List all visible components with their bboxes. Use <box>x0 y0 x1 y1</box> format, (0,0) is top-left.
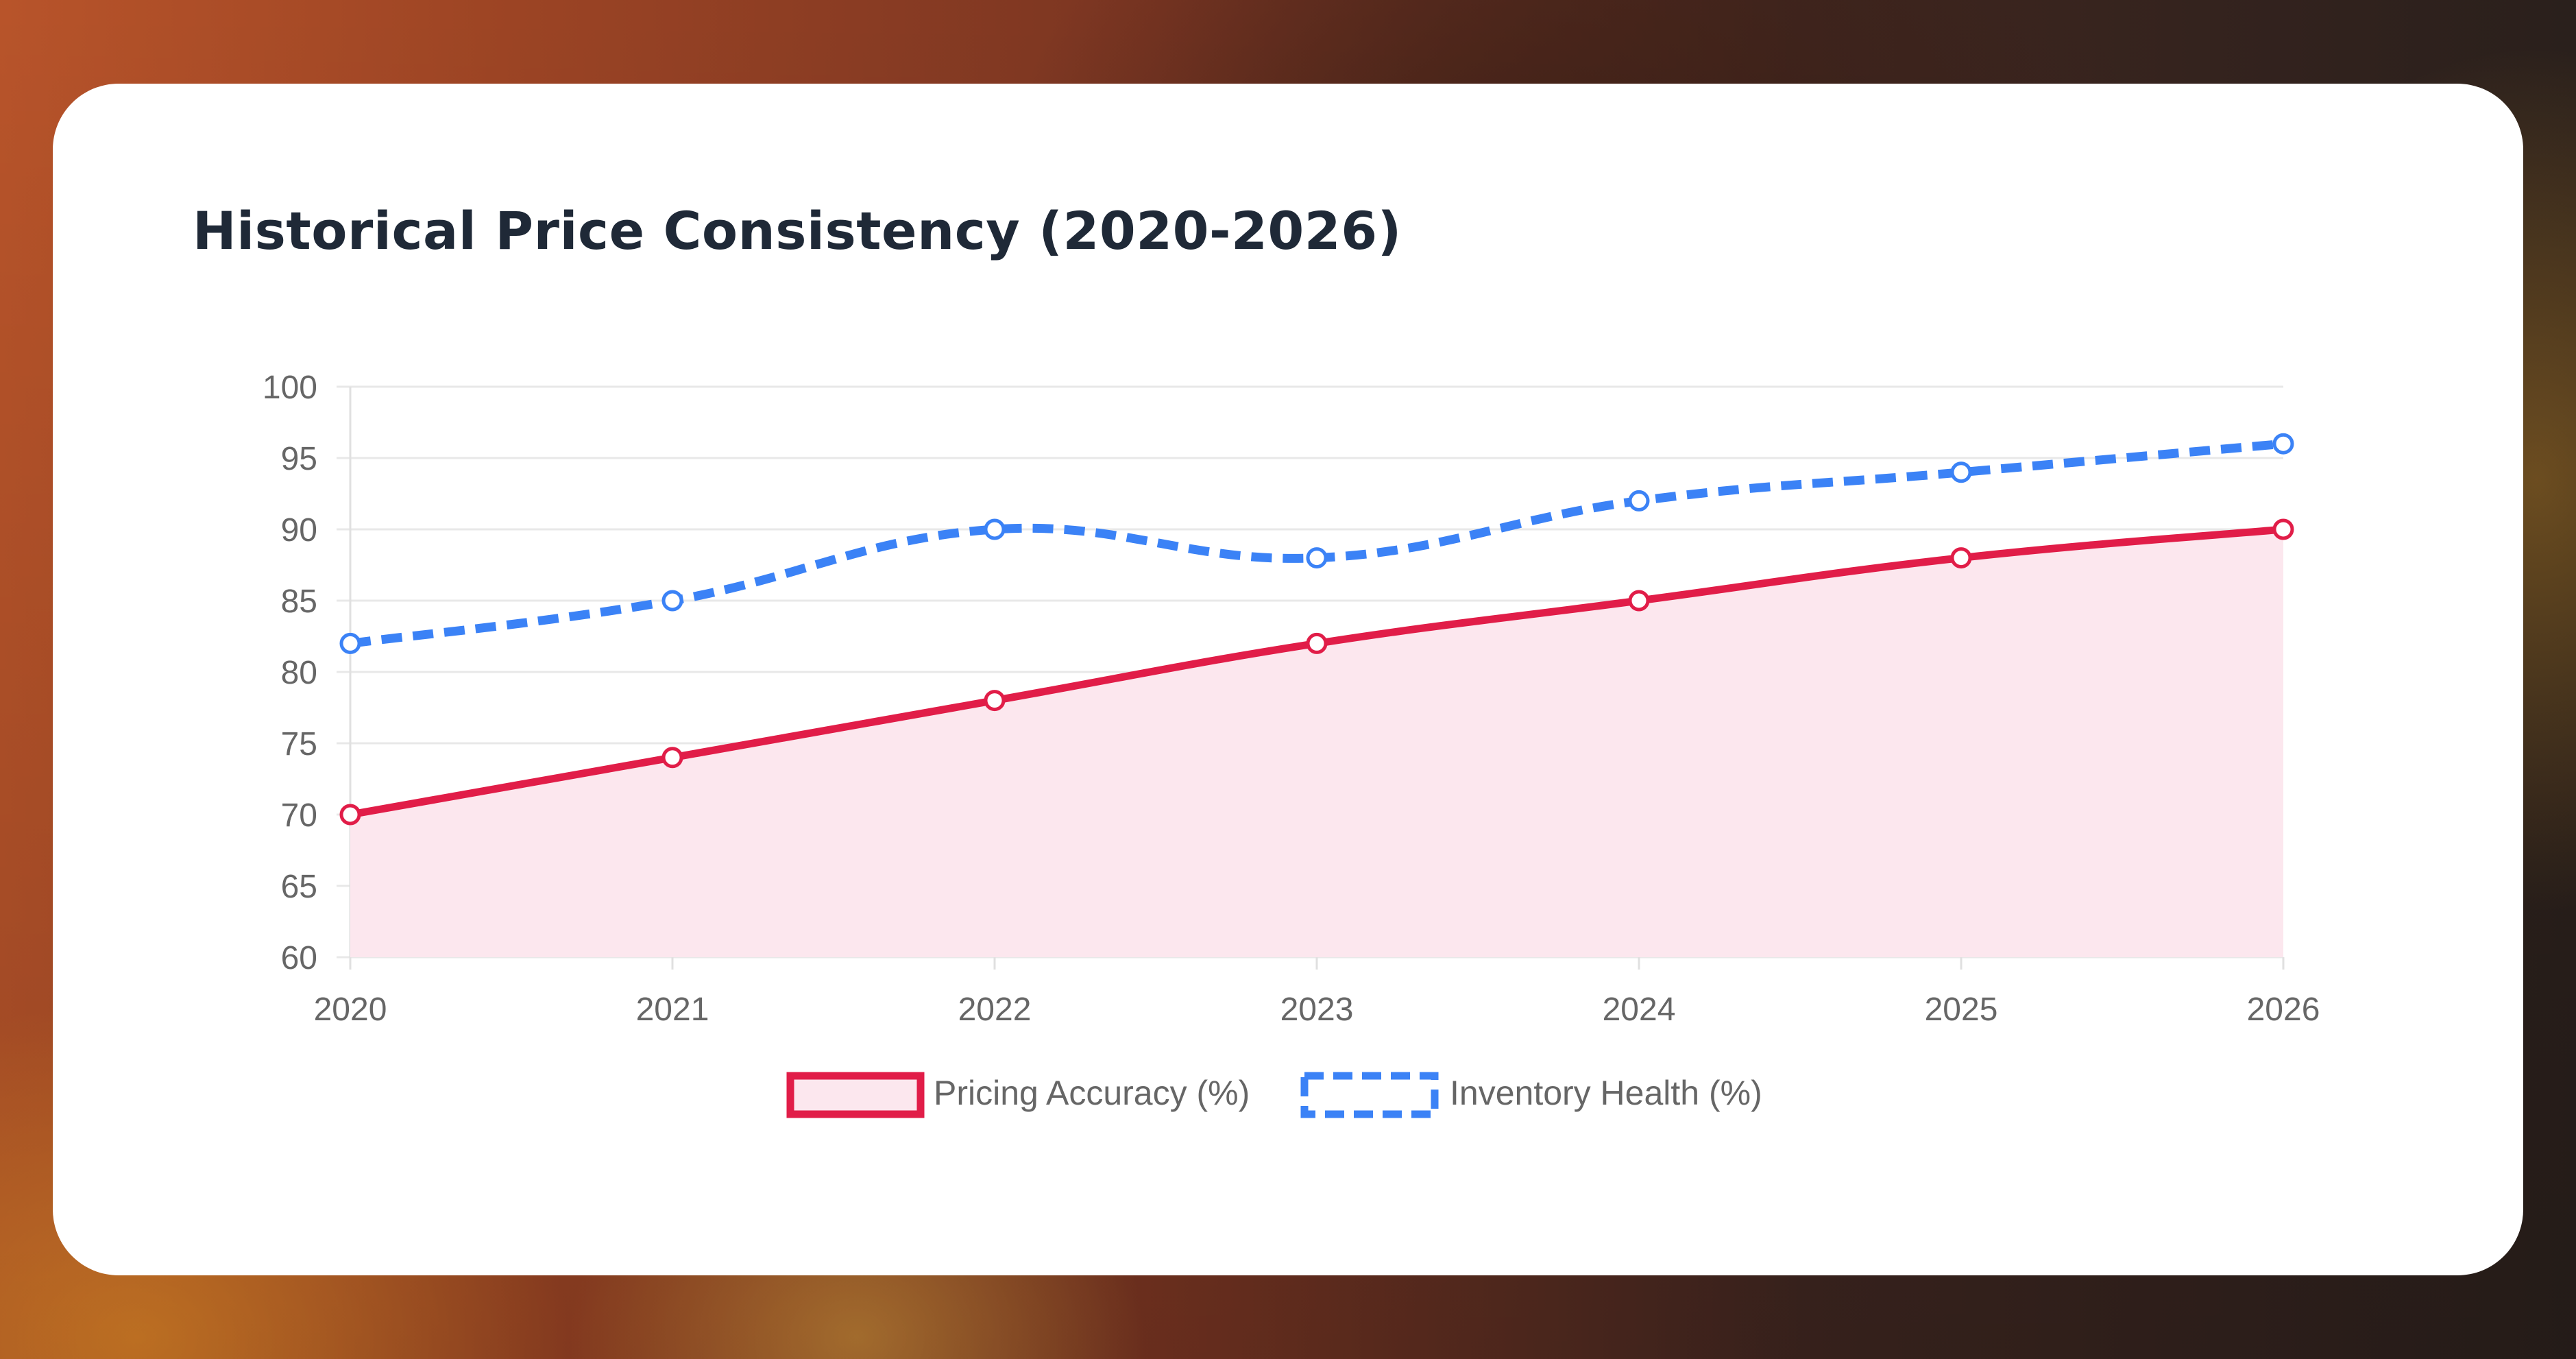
legend-swatch-1 <box>786 1072 925 1118</box>
y-tick-label: 90 <box>281 512 317 549</box>
x-tick-label: 2023 <box>1280 991 1354 1028</box>
pricing-accuracy-point <box>1628 590 1650 612</box>
legend-label-2: Inventory Health (%) <box>1450 1074 1762 1112</box>
y-tick-label: 65 <box>281 869 317 905</box>
inventory-health-point <box>1306 547 1328 569</box>
y-tick-label: 80 <box>281 655 317 691</box>
inventory-health-point <box>1628 490 1650 512</box>
legend-swatch-2 <box>1300 1072 1439 1118</box>
x-tick-label: 2026 <box>2247 991 2320 1028</box>
legend-label-1: Pricing Accuracy (%) <box>934 1074 1250 1112</box>
pricing-accuracy-point <box>661 747 683 769</box>
inventory-health-point <box>339 632 361 654</box>
inventory-health-point <box>984 518 1006 540</box>
y-tick-label: 75 <box>281 726 317 762</box>
series-areas <box>350 529 2283 957</box>
legend: Pricing Accuracy (%) Inventory Health (%) <box>786 1072 1762 1118</box>
inventory-health-point <box>661 590 683 612</box>
x-tick-label: 2025 <box>1925 991 1998 1028</box>
pricing-accuracy-point <box>984 690 1006 712</box>
x-tick-label: 2024 <box>1603 991 1676 1028</box>
pricing-accuracy-point <box>1950 547 1972 569</box>
x-tick-label: 2020 <box>314 991 387 1028</box>
y-tick-label: 60 <box>281 940 317 976</box>
y-tick-label: 100 <box>263 370 317 406</box>
pricing-accuracy-point <box>339 804 361 826</box>
x-axis-ticks: 2020 2021 2022 2023 2024 2025 2026 <box>314 991 2320 1028</box>
x-tick-label: 2022 <box>958 991 1032 1028</box>
x-tick-label: 2021 <box>636 991 709 1028</box>
pricing-accuracy-point <box>1306 632 1328 654</box>
chart-title: Historical Price Consistency (2020-2026) <box>193 200 1402 261</box>
pricing-accuracy-point <box>2272 518 2294 540</box>
y-tick-label: 85 <box>281 584 317 620</box>
pricing-accuracy-area <box>350 529 2283 957</box>
inventory-health-point <box>2272 433 2294 455</box>
y-tick-label: 70 <box>281 797 317 834</box>
y-axis-ticks: 60 65 70 75 80 85 90 95 100 <box>263 370 317 976</box>
series-points <box>339 433 2294 826</box>
y-tick-label: 95 <box>281 441 317 477</box>
inventory-health-point <box>1950 461 1972 483</box>
